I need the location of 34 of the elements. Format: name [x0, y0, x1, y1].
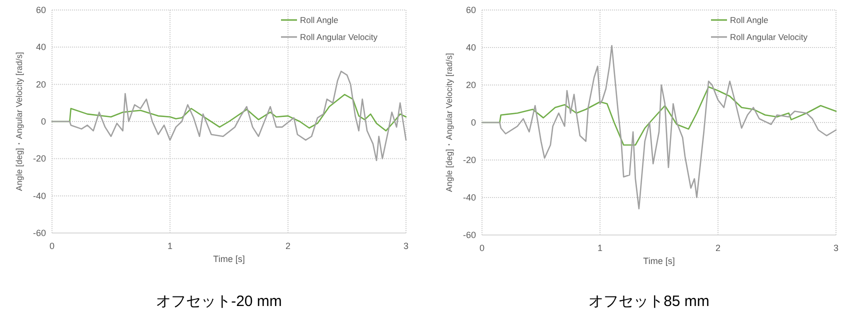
x-tick-label: 3	[403, 241, 409, 251]
y-tick-label: 20	[466, 80, 476, 90]
line-series	[51, 70, 407, 162]
text: オフセット-20 mm	[156, 293, 282, 310]
y-tick-label: -60	[462, 230, 476, 240]
line-series	[481, 44, 837, 210]
x-tick-label: 0	[49, 241, 55, 251]
y-tick-label: -20	[32, 154, 46, 164]
legend-label: Roll Angular Velocity	[730, 32, 808, 42]
y-axis-title: Angle [deg]・Angular Velocity [rad/s]	[444, 53, 454, 192]
x-tick-label: 1	[167, 241, 173, 251]
y-tick-label: -40	[32, 190, 46, 201]
x-tick-label: 2	[285, 241, 291, 251]
x-axis-title: Time [s]	[643, 256, 675, 266]
y-tick-label: 60	[36, 5, 46, 15]
x-tick-label: 3	[833, 243, 839, 253]
y-tick-label: 60	[466, 5, 476, 15]
y-tick-label: 40	[36, 42, 46, 52]
y-tick-label: 40	[466, 42, 476, 52]
y-axis-title: Angle [deg]・Angular Velocity [rad/s]	[14, 52, 24, 191]
legend-label: Roll Angle	[300, 15, 339, 25]
x-tick-label: 2	[715, 243, 721, 253]
x-tick-label: 1	[597, 243, 603, 253]
y-tick-label: 0	[40, 116, 46, 126]
legend-label: Roll Angular Velocity	[300, 32, 378, 42]
y-tick-label: -20	[462, 155, 476, 165]
y-tick-label: 0	[470, 118, 476, 128]
x-tick-label: 0	[479, 243, 485, 253]
y-tick-label: 20	[36, 79, 46, 90]
y-tick-label: -40	[462, 192, 476, 202]
x-axis-title: Time [s]	[213, 254, 245, 264]
text: オフセット85 mm	[588, 293, 710, 310]
y-tick-label: -60	[32, 228, 46, 238]
legend-label: Roll Angle	[730, 15, 769, 25]
